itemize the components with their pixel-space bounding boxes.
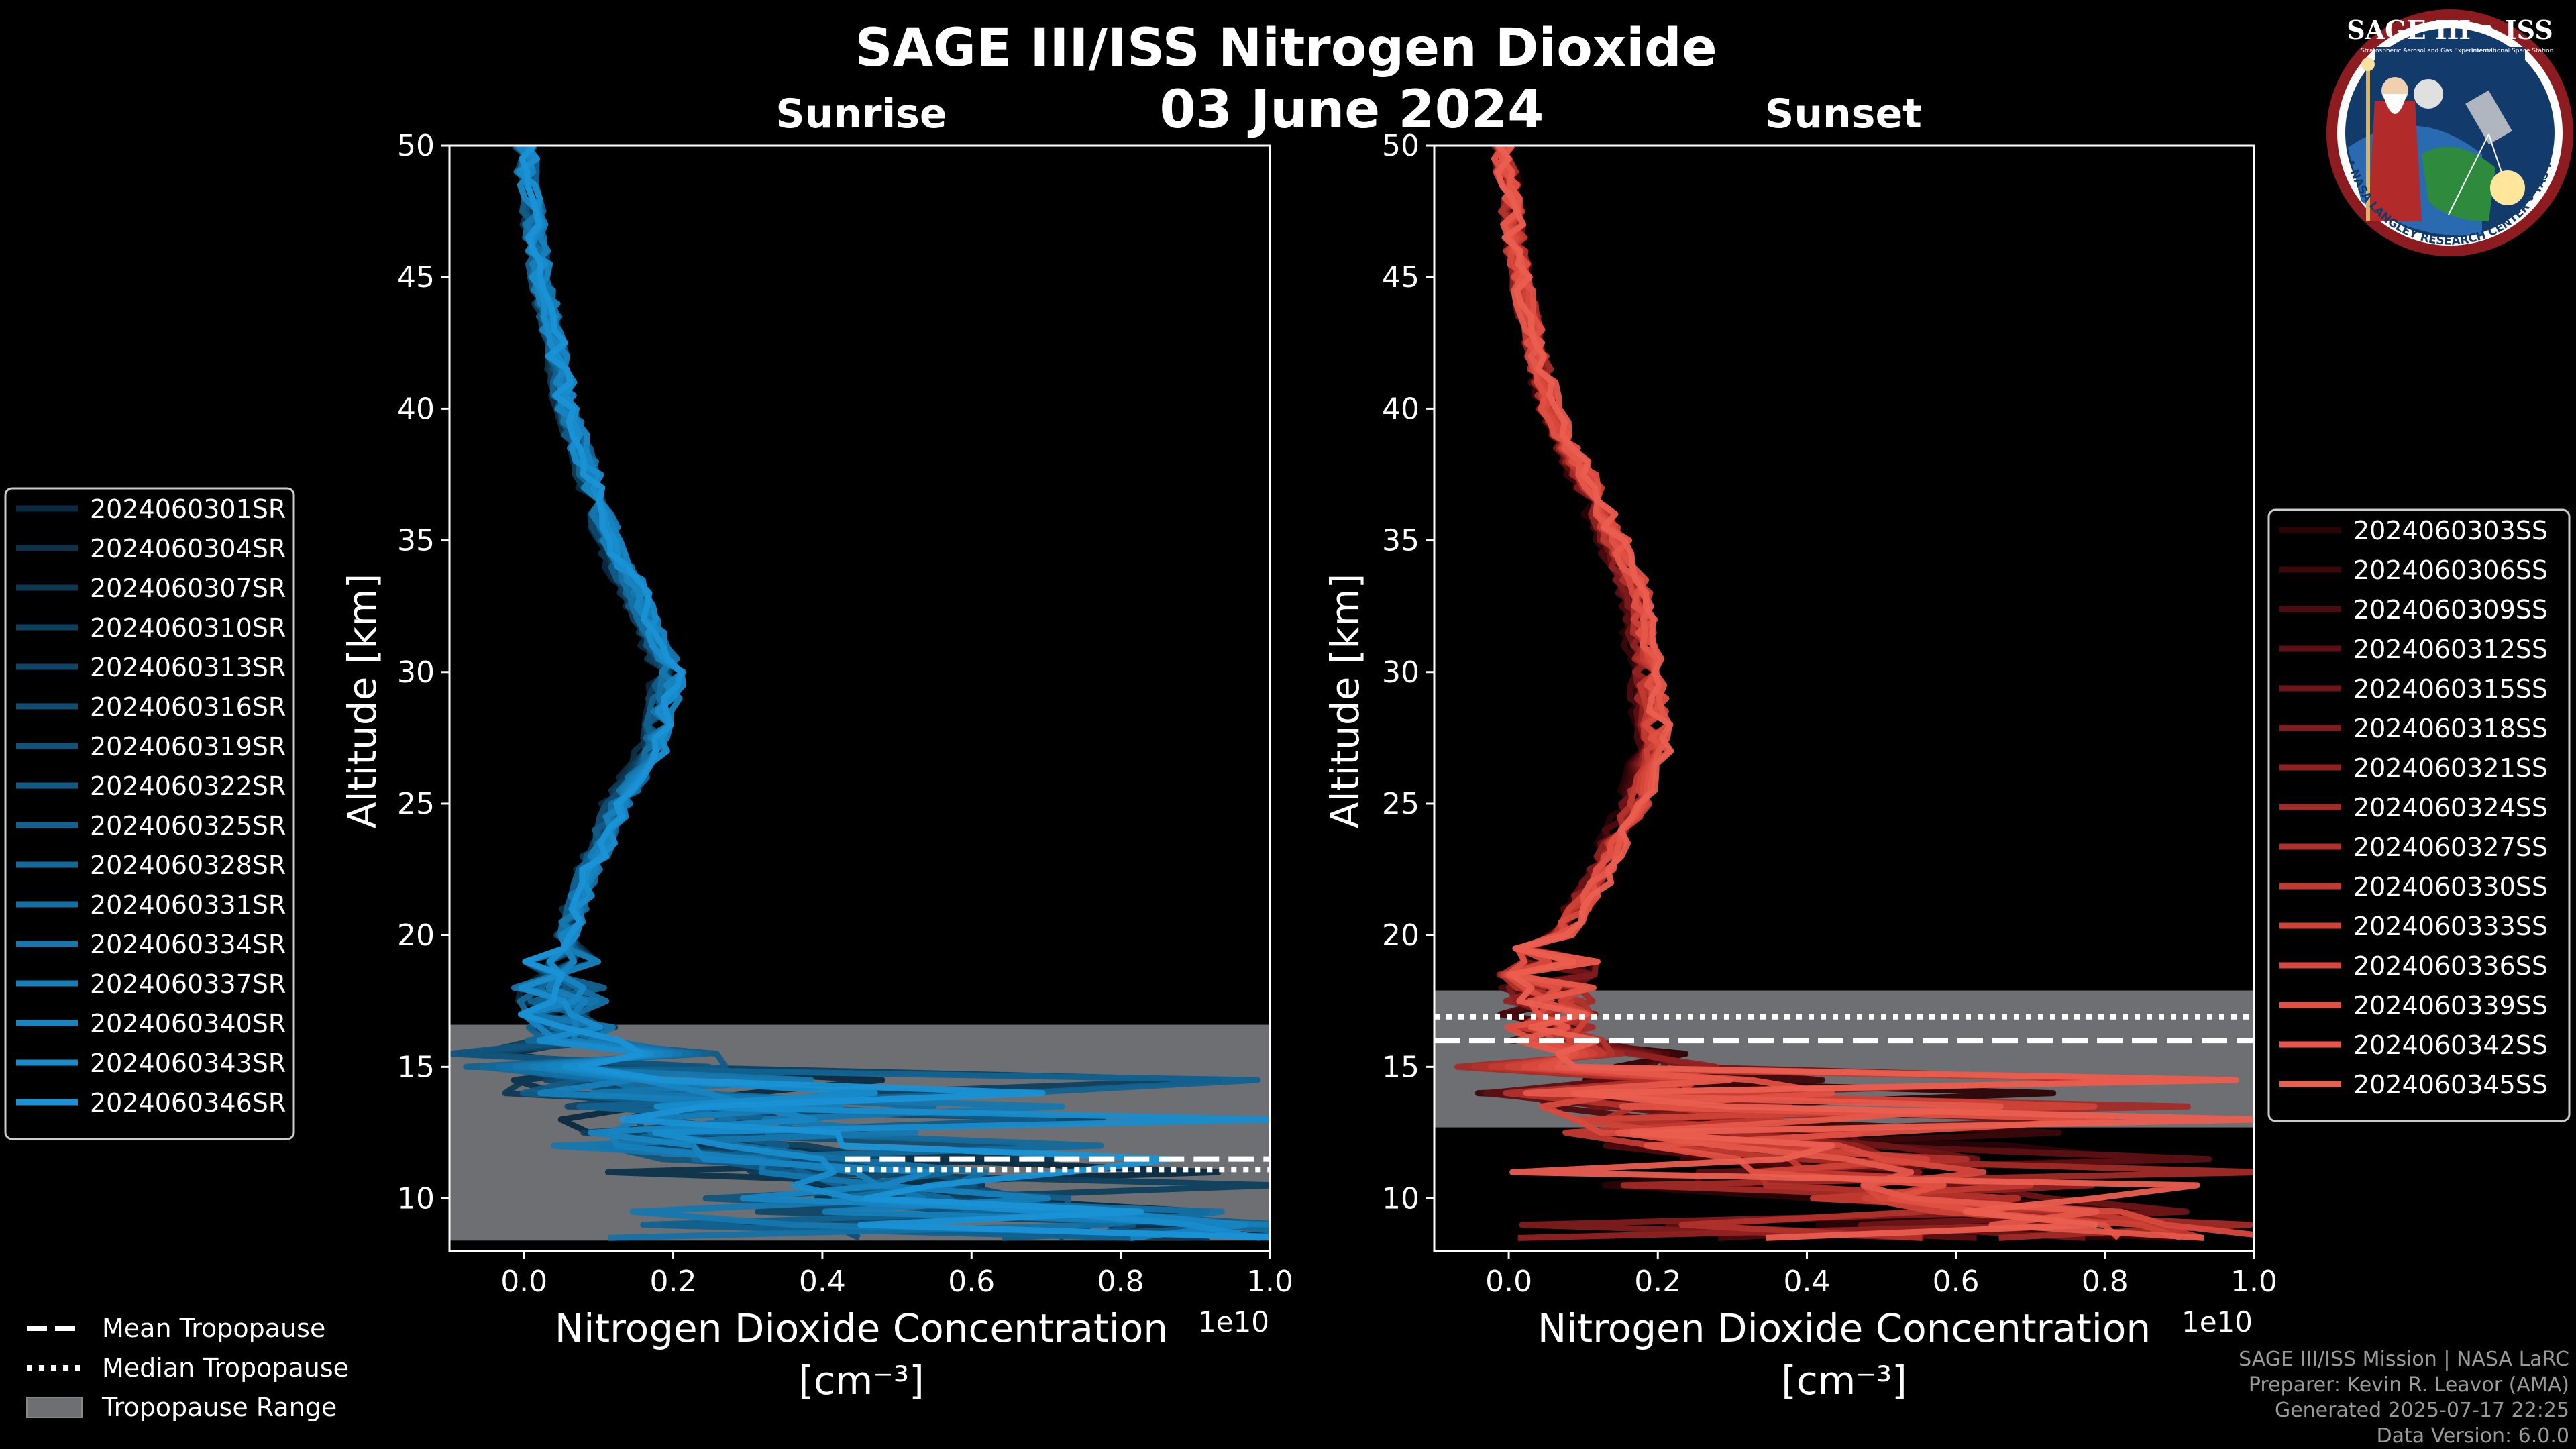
y-tick-label: 30	[397, 655, 435, 690]
legend-label: 2024060340SR	[90, 1009, 286, 1038]
profile-line-2024060346SR	[517, 146, 1270, 1241]
sunset-legend: 2024060303SS 2024060306SS 2024060309SS 2024…	[2267, 508, 2571, 1122]
logo-subtitle: Stratospheric Aerosol and Gas Experiment…	[2361, 48, 2496, 54]
legend-label: 2024060301SR	[90, 494, 286, 524]
footer-line: Data Version: 6.0.0	[2377, 1424, 2569, 1448]
sunrise-xunit: [cm⁻³]	[798, 1358, 924, 1403]
y-tick-label: 40	[1382, 392, 1419, 426]
tropopause-legend: Mean Tropopause Median Tropopause Tropopau…	[26, 1313, 349, 1422]
footer-line: Preparer: Kevin R. Leavor (AMA)	[2249, 1373, 2569, 1397]
legend-label: 2024060336SS	[2353, 951, 2548, 981]
legend-label: 2024060309SS	[2353, 595, 2548, 625]
legend-label: 2024060331SR	[90, 890, 286, 920]
legend-label: 2024060327SS	[2353, 833, 2548, 862]
legend-label: 2024060337SR	[90, 969, 286, 999]
y-tick-label: 45	[1382, 260, 1419, 294]
footer-credits: SAGE III/ISS Mission | NASA LaRC Prepare…	[2239, 1348, 2569, 1448]
y-tick-label: 20	[1382, 918, 1419, 953]
legend-label: 2024060306SS	[2353, 555, 2548, 585]
legend-label: 2024060310SR	[90, 613, 286, 643]
x-tick-label: 0.0	[500, 1265, 547, 1299]
legend-label: 2024060334SR	[90, 930, 286, 959]
y-tick-label: 45	[397, 260, 435, 294]
sunrise-ylabel: Altitude [km]	[339, 574, 385, 828]
legend-label: 2024060324SS	[2353, 793, 2548, 822]
x-tick-label: 0.6	[1933, 1265, 1980, 1299]
legend-label: 2024060330SS	[2353, 872, 2548, 902]
legend-label: 2024060312SS	[2353, 635, 2548, 664]
profile-line-2024060345SS	[1495, 146, 2254, 1241]
tropopause-legend-label: Mean Tropopause	[102, 1313, 325, 1343]
y-tick-label: 10	[397, 1182, 435, 1216]
tropopause-range-swatch	[26, 1397, 83, 1418]
y-tick-label: 35	[397, 524, 435, 558]
legend-label: 2024060339SS	[2353, 991, 2548, 1020]
legend-label: 2024060316SR	[90, 692, 286, 722]
plot-frame	[1433, 144, 2255, 1252]
legend-label: 2024060342SS	[2353, 1030, 2548, 1060]
y-tick-label: 10	[1382, 1182, 1419, 1216]
sunset-xunit: [cm⁻³]	[1781, 1358, 1907, 1403]
y-tick-label: 50	[1382, 129, 1419, 163]
legend-label: 2024060307SR	[90, 574, 286, 603]
sunset-xlabel: Nitrogen Dioxide Concentration	[1538, 1305, 2151, 1351]
legend-box	[2267, 508, 2571, 1122]
plot-frame	[448, 144, 1271, 1252]
x-tick-label: 0.8	[1097, 1265, 1144, 1299]
legend-label: 2024060319SR	[90, 732, 286, 761]
legend-label: 2024060322SR	[90, 771, 286, 801]
x-tick-label: 0.2	[1634, 1265, 1681, 1299]
y-tick-label: 15	[1382, 1050, 1419, 1084]
legend-label: 2024060313SR	[90, 653, 286, 682]
footer-line: SAGE III/ISS Mission | NASA LaRC	[2239, 1348, 2569, 1371]
y-tick-label: 20	[397, 918, 435, 953]
y-tick-label: 35	[1382, 524, 1419, 558]
sunset-offset-label: 1e10	[2182, 1305, 2253, 1338]
x-tick-label: 0.6	[948, 1265, 995, 1299]
panel-title-sunset: Sunset	[1765, 91, 1922, 138]
x-tick-label: 1.0	[2231, 1265, 2277, 1299]
legend-label: 2024060303SS	[2353, 516, 2548, 545]
x-tick-label: 1.0	[1246, 1265, 1293, 1299]
legend-label: 2024060304SR	[90, 534, 286, 564]
legend-label: 2024060346SR	[90, 1088, 286, 1118]
y-tick-label: 40	[397, 392, 435, 426]
x-tick-label: 0.4	[799, 1265, 846, 1299]
footer-line: Generated 2025-07-17 22:25	[2275, 1399, 2569, 1422]
sunrise-legend: 2024060301SR 2024060304SR 2024060307SR 2024…	[4, 487, 295, 1140]
x-tick-label: 0.0	[1485, 1265, 1532, 1299]
tropopause-legend-label: Median Tropopause	[102, 1353, 349, 1383]
logo-right-text: International Space Station	[2471, 48, 2554, 54]
tropopause-legend-label: Tropopause Range	[101, 1393, 337, 1422]
legend-label: 2024060325SR	[90, 811, 286, 841]
legend-label: 2024060328SR	[90, 851, 286, 880]
legend-label: 2024060343SR	[90, 1049, 286, 1078]
y-tick-label: 25	[397, 787, 435, 821]
figure-date: 03 June 2024	[1160, 80, 1544, 140]
x-tick-label: 0.8	[2082, 1265, 2129, 1299]
y-tick-label: 50	[397, 129, 435, 163]
legend-label: 2024060318SS	[2353, 714, 2548, 743]
x-tick-label: 0.4	[1783, 1265, 1830, 1299]
sunset-ylabel: Altitude [km]	[1322, 574, 1368, 828]
y-tick-label: 25	[1382, 787, 1419, 821]
x-tick-label: 0.2	[650, 1265, 697, 1299]
sunset-panel: 10 15 20 25 30 35 40 45 50 0.0 0.2 0.4 0.6 0.8 1.0	[1382, 129, 2277, 1299]
sunrise-panel: 10 15 20 25 30 35 40 45 50 0.0 0.2 0.4 0.6 0.8 1.0	[397, 129, 1293, 1299]
y-tick-label: 30	[1382, 655, 1419, 690]
figure-title: SAGE III/ISS Nitrogen Dioxide	[855, 18, 1717, 78]
sunrise-offset-label: 1e10	[1198, 1305, 1269, 1338]
legend-label: 2024060333SS	[2353, 912, 2548, 941]
legend-label: 2024060315SS	[2353, 674, 2548, 704]
y-tick-label: 15	[397, 1050, 435, 1084]
legend-box	[4, 487, 295, 1140]
legend-label: 2024060321SS	[2353, 753, 2548, 783]
logo-title: SAGE III • ISS	[2347, 15, 2553, 45]
panel-title-sunrise: Sunrise	[775, 91, 947, 138]
sunrise-xlabel: Nitrogen Dioxide Concentration	[555, 1305, 1168, 1351]
legend-label: 2024060345SS	[2353, 1070, 2548, 1099]
